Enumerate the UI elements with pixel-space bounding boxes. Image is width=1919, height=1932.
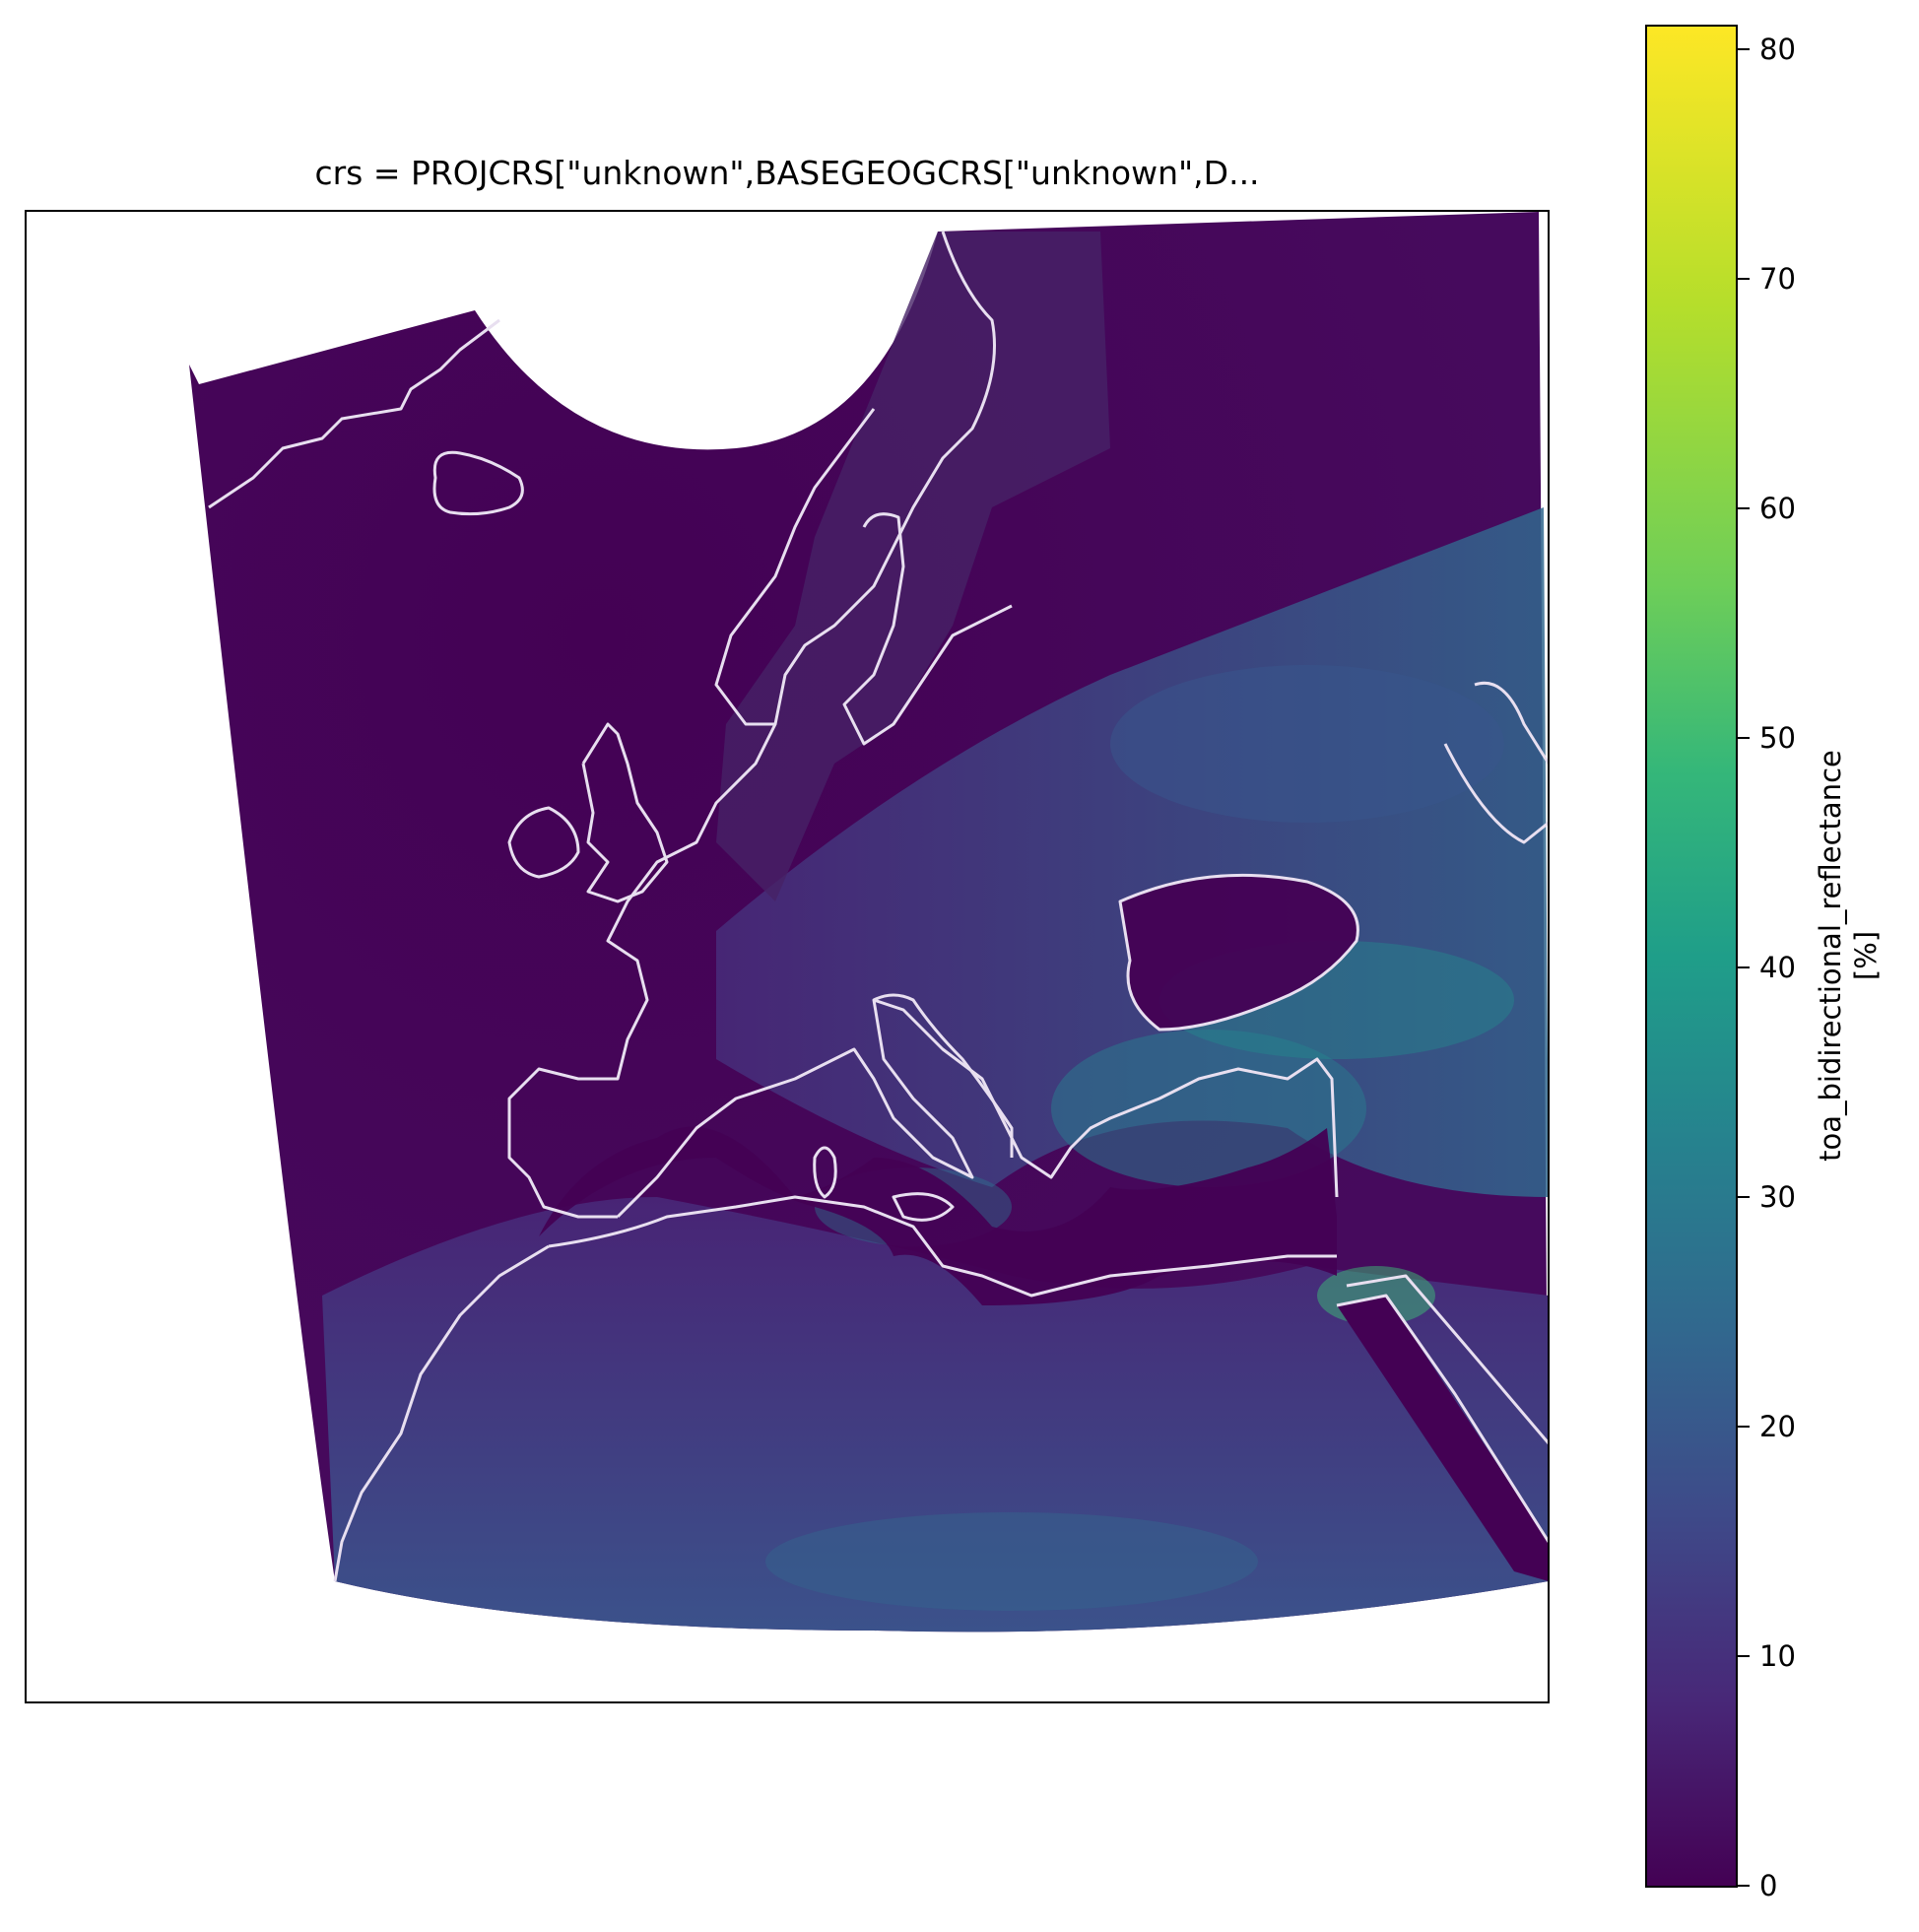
colorbar-tick-label: 50 (1759, 721, 1796, 755)
sicily-coast (892, 1192, 955, 1222)
europe-atlantic-coast (507, 723, 777, 1219)
black-sea (1120, 875, 1358, 1030)
north-africa-coast (548, 1195, 1337, 1298)
colorbar-tick-label: 10 (1759, 1639, 1796, 1673)
map-title: crs = PROJCRS["unknown",BASEGEOGCRS["unk… (314, 154, 1260, 192)
colorbar-label-variable: toa_bidirectional_reflectance (1814, 750, 1847, 1162)
colorbar-tick (1738, 1655, 1750, 1657)
colorbar-tick (1738, 737, 1750, 739)
map-axes (25, 210, 1550, 1703)
colorbar-tick (1738, 278, 1750, 280)
colorbar-tick-label: 20 (1759, 1410, 1796, 1443)
colorbar-tick-label: 80 (1759, 33, 1796, 66)
colorbar-tick (1738, 1196, 1750, 1198)
colorbar-tick-label: 40 (1759, 951, 1796, 984)
italy-coast (873, 993, 1014, 1158)
scandinavia-land (716, 232, 1110, 901)
sardinia-coast (813, 1146, 837, 1199)
reflectance-map (189, 212, 1548, 1632)
colorbar (1645, 25, 1738, 1888)
west-africa-coast (333, 1244, 550, 1582)
black-sea-coast (1118, 873, 1359, 1032)
north-africa-region (322, 1197, 1548, 1632)
great-britain-coast (581, 722, 669, 903)
scandinavia-coast (714, 231, 996, 726)
colorbar-tick (1738, 48, 1750, 50)
colorbar-tick (1738, 507, 1750, 509)
iceland-coast (432, 450, 524, 516)
colorbar-tick (1738, 966, 1750, 968)
coastlines (208, 231, 1548, 1582)
ireland-coast (507, 806, 580, 879)
red-sea-coast (1336, 1294, 1548, 1543)
eastern-coast (1443, 743, 1548, 844)
colorbar-label-unit: [%] (1849, 930, 1883, 981)
red-sea (1337, 1296, 1548, 1581)
caspian-coast (1474, 682, 1548, 765)
colorbar-tick-label: 60 (1759, 492, 1796, 525)
colorbar-tick-label: 0 (1759, 1869, 1778, 1902)
colorbar-tick (1738, 1885, 1750, 1887)
colorbar-tick-label: 30 (1759, 1180, 1796, 1214)
baltic-coast (842, 512, 1013, 746)
colorbar-tick (1738, 1426, 1750, 1428)
colorbar-tick-label: 70 (1759, 262, 1796, 296)
greenland-coast (208, 318, 500, 509)
mediterranean-north-coast (616, 998, 1339, 1219)
arabia-coast (1346, 1274, 1548, 1444)
colorbar-label: toa_bidirectional_reflectance [%] (1813, 750, 1884, 1162)
